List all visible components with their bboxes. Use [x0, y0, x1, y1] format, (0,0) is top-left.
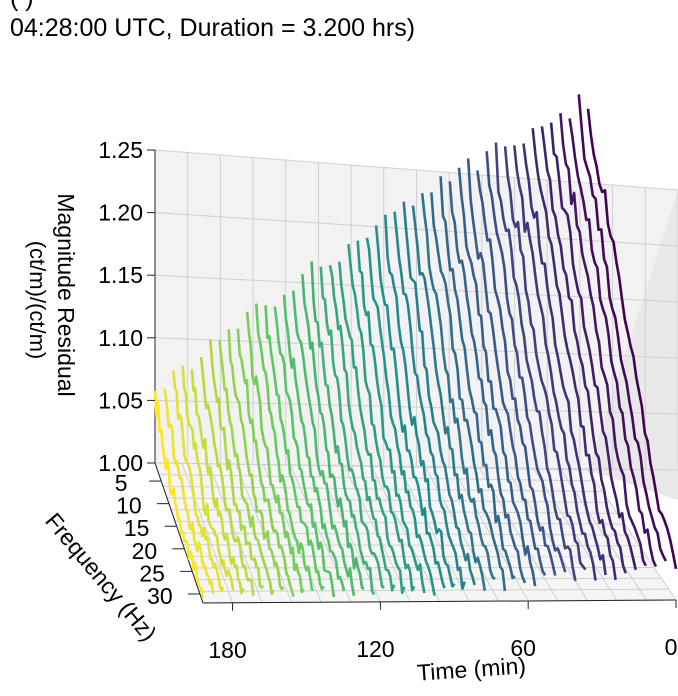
series-line — [457, 167, 537, 587]
series-line — [338, 261, 406, 595]
grid-line-floor-t — [587, 469, 677, 601]
z-tick-label: 1.20 — [98, 200, 143, 226]
series-line — [356, 240, 426, 594]
series-line — [448, 181, 527, 584]
time-tick-label: 120 — [356, 636, 394, 662]
series-line — [319, 266, 385, 589]
series-line — [310, 261, 376, 596]
series-line — [559, 112, 647, 567]
series-line — [264, 305, 325, 591]
series-line — [374, 225, 446, 589]
z-tick-label: 1.10 — [98, 325, 143, 351]
grid-line-floor-t — [181, 463, 234, 603]
series-line — [586, 108, 678, 570]
frequency-tick-label: 5 — [115, 470, 128, 496]
series-line — [485, 151, 567, 573]
grid-line-floor-t — [452, 467, 529, 602]
time-tick-label: 180 — [208, 637, 246, 663]
side-wall-pane — [588, 190, 678, 500]
frequency-tick-label: 25 — [139, 560, 165, 586]
series-line — [291, 290, 356, 597]
series-line — [282, 294, 346, 592]
grid-line-floor-t — [208, 463, 263, 603]
series-line — [549, 122, 637, 571]
time-tick-label: 0 — [665, 634, 678, 660]
series-line — [503, 146, 587, 571]
chart-title-line-1: ( ) — [10, 0, 34, 13]
z-tick-label: 1.05 — [98, 387, 143, 413]
frequency-axis-line — [154, 462, 204, 604]
series-line — [384, 214, 456, 588]
series-line — [420, 193, 496, 581]
series-line — [411, 205, 487, 592]
frequency-tick-label: 10 — [116, 493, 142, 519]
frequency-tick-label: 30 — [147, 583, 173, 609]
grid-line-floor-t — [371, 466, 440, 602]
series-line — [494, 142, 577, 582]
time-tick-label: 60 — [510, 635, 536, 661]
series-line — [153, 390, 205, 599]
series-line — [439, 176, 516, 580]
series-line — [365, 237, 436, 596]
series-line — [190, 369, 245, 595]
z-tick-label: 1.25 — [98, 137, 143, 163]
series-line — [209, 339, 265, 590]
series-line — [393, 211, 466, 591]
series-line — [172, 370, 225, 592]
series-line — [162, 388, 215, 594]
series-line — [531, 127, 617, 581]
series-line — [181, 365, 235, 591]
frequency-tick-label: 15 — [124, 515, 150, 541]
series-line — [476, 170, 557, 576]
time-axis-label: Time (min) — [416, 652, 527, 686]
series-line — [236, 328, 295, 598]
frequency-tick-label: 20 — [132, 538, 158, 564]
chart-title-line-2: 04:28:00 UTC, Duration = 3.200 hrs) — [10, 14, 416, 42]
series-line — [218, 339, 275, 596]
z-tick-label: 1.15 — [98, 262, 143, 288]
series-line — [513, 145, 597, 581]
series-line — [540, 126, 627, 574]
series-line — [568, 118, 658, 568]
series-line — [402, 201, 476, 586]
y-axis-label-line-1: Magnitude Residual — [53, 193, 79, 396]
y-axis-label-line-2: (ct/m)/(ct/m) — [25, 241, 50, 360]
series-line — [522, 143, 607, 576]
series-line — [328, 265, 396, 592]
series-line — [347, 243, 416, 592]
grid-line-floor-t — [398, 466, 470, 602]
series-line — [466, 158, 547, 576]
series-line — [430, 192, 507, 592]
series-line — [301, 274, 365, 591]
z-tick-label: 1.00 — [98, 450, 143, 476]
time-axis-line — [202, 599, 677, 604]
series-line — [199, 356, 255, 596]
series-line — [273, 306, 336, 598]
series-line — [227, 329, 285, 591]
series-line — [245, 311, 305, 594]
series-line — [577, 94, 668, 562]
series-group — [153, 94, 678, 599]
series-line — [255, 303, 314, 592]
